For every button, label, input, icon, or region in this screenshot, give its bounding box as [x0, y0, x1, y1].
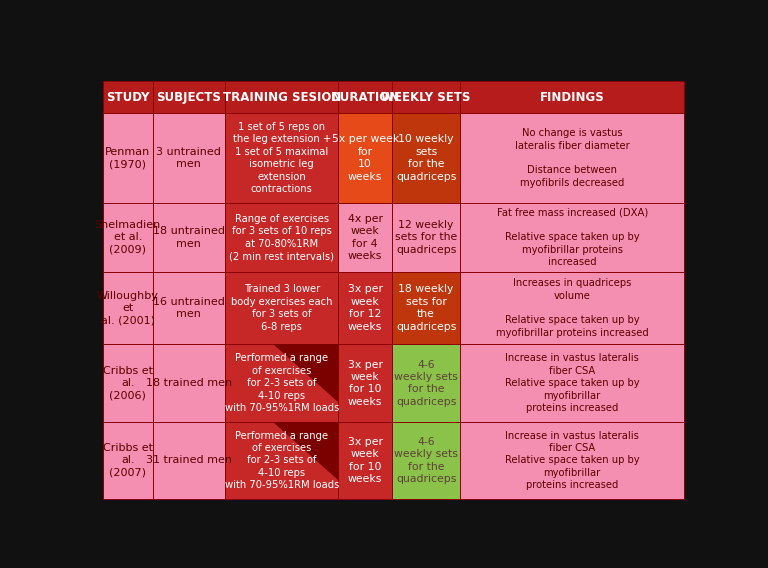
Bar: [339, 344, 392, 421]
Bar: [460, 344, 684, 421]
Text: Fat free mass increased (DXA)

Relative space taken up by
myofibrillar proteins
: Fat free mass increased (DXA) Relative s…: [497, 208, 648, 268]
Bar: [153, 113, 225, 203]
Bar: [392, 344, 460, 421]
Bar: [392, 421, 460, 499]
Text: 3x per
week
for 10
weeks: 3x per week for 10 weeks: [348, 437, 382, 484]
Text: TRAINING SESION: TRAINING SESION: [223, 90, 341, 103]
Text: Willoughby
et
al. (2001): Willoughby et al. (2001): [97, 291, 159, 325]
Text: 3 untrained
men: 3 untrained men: [157, 147, 221, 169]
Bar: [103, 272, 153, 344]
Text: 4x per
week
for 4
weeks: 4x per week for 4 weeks: [348, 214, 382, 261]
Bar: [392, 113, 460, 203]
Text: Increases in quadriceps
volume

Relative space taken up by
myofibrillar proteins: Increases in quadriceps volume Relative …: [496, 278, 649, 338]
Bar: [225, 344, 339, 421]
Text: Cribbs et
al.
(2007): Cribbs et al. (2007): [103, 443, 153, 478]
Text: Increase in vastus lateralis
fiber CSA
Relative space taken up by
myofibrillar
p: Increase in vastus lateralis fiber CSA R…: [505, 353, 640, 413]
Bar: [225, 81, 339, 113]
Bar: [103, 113, 153, 203]
Text: DURATION: DURATION: [330, 90, 400, 103]
Text: SUBJECTS: SUBJECTS: [157, 90, 221, 103]
Text: 4-6
weekly sets
for the
quadriceps: 4-6 weekly sets for the quadriceps: [394, 437, 458, 484]
Bar: [339, 81, 392, 113]
Polygon shape: [273, 344, 339, 402]
Bar: [103, 344, 153, 421]
Bar: [153, 421, 225, 499]
Bar: [460, 81, 684, 113]
Bar: [225, 421, 339, 499]
Bar: [460, 272, 684, 344]
Bar: [103, 421, 153, 499]
Bar: [153, 272, 225, 344]
Text: 5x per week
for
10
weeks: 5x per week for 10 weeks: [332, 135, 399, 182]
Text: 3x per
week
for 10
weeks: 3x per week for 10 weeks: [348, 360, 382, 407]
Text: 1 set of 5 reps on
the leg extension +
1 set of 5 maximal
isometric leg
extensio: 1 set of 5 reps on the leg extension + 1…: [233, 122, 331, 194]
Bar: [392, 272, 460, 344]
Bar: [339, 272, 392, 344]
Bar: [339, 421, 392, 499]
Text: Performed a range
of exercises
for 2-3 sets of
4-10 reps
with 70-95%1RM loads: Performed a range of exercises for 2-3 s…: [224, 353, 339, 413]
Bar: [153, 81, 225, 113]
Text: 12 weekly
sets for the
quadriceps: 12 weekly sets for the quadriceps: [395, 220, 457, 255]
Bar: [339, 203, 392, 272]
Text: Trained 3 lower
body exercises each
for 3 sets of
6-8 reps: Trained 3 lower body exercises each for …: [231, 285, 333, 332]
Bar: [103, 81, 153, 113]
Bar: [225, 113, 339, 203]
Text: 3x per
week
for 12
weeks: 3x per week for 12 weeks: [348, 285, 382, 332]
Text: 10 weekly
sets
for the
quadriceps: 10 weekly sets for the quadriceps: [396, 135, 456, 182]
Text: STUDY: STUDY: [106, 90, 150, 103]
Bar: [460, 113, 684, 203]
Text: No change is vastus
lateralis fiber diameter

Distance between
myofibrils decrea: No change is vastus lateralis fiber diam…: [515, 128, 630, 188]
Text: Increase in vastus lateralis
fiber CSA
Relative space taken up by
myofibrillar
p: Increase in vastus lateralis fiber CSA R…: [505, 431, 640, 490]
Text: FINDINGS: FINDINGS: [540, 90, 604, 103]
Text: 16 untrained
men: 16 untrained men: [153, 297, 225, 319]
Bar: [392, 203, 460, 272]
Text: 18 weekly
sets for
the
quadriceps: 18 weekly sets for the quadriceps: [396, 285, 456, 332]
Bar: [103, 203, 153, 272]
Polygon shape: [273, 421, 339, 479]
Text: Performed a range
of exercises
for 2-3 sets of
4-10 reps
with 70-95%1RM loads: Performed a range of exercises for 2-3 s…: [224, 431, 339, 490]
Bar: [225, 203, 339, 272]
Bar: [153, 203, 225, 272]
Bar: [339, 113, 392, 203]
Bar: [460, 421, 684, 499]
Text: 18 untrained
men: 18 untrained men: [153, 226, 225, 249]
Text: Range of exercises
for 3 sets of 10 reps
at 70-80%1RM
(2 min rest intervals): Range of exercises for 3 sets of 10 reps…: [230, 214, 334, 261]
Bar: [392, 81, 460, 113]
Text: Cribbs et
al.
(2006): Cribbs et al. (2006): [103, 366, 153, 400]
Text: Shelmadien
et al.
(2009): Shelmadien et al. (2009): [94, 220, 161, 255]
Bar: [225, 272, 339, 344]
Text: 18 trained men: 18 trained men: [146, 378, 232, 388]
Text: 31 trained men: 31 trained men: [146, 456, 232, 465]
Text: WEEKLY SETS: WEEKLY SETS: [382, 90, 471, 103]
Bar: [153, 344, 225, 421]
Text: Penman
(1970): Penman (1970): [105, 147, 151, 169]
Bar: [460, 203, 684, 272]
Text: 4-6
weekly sets
for the
quadriceps: 4-6 weekly sets for the quadriceps: [394, 360, 458, 407]
